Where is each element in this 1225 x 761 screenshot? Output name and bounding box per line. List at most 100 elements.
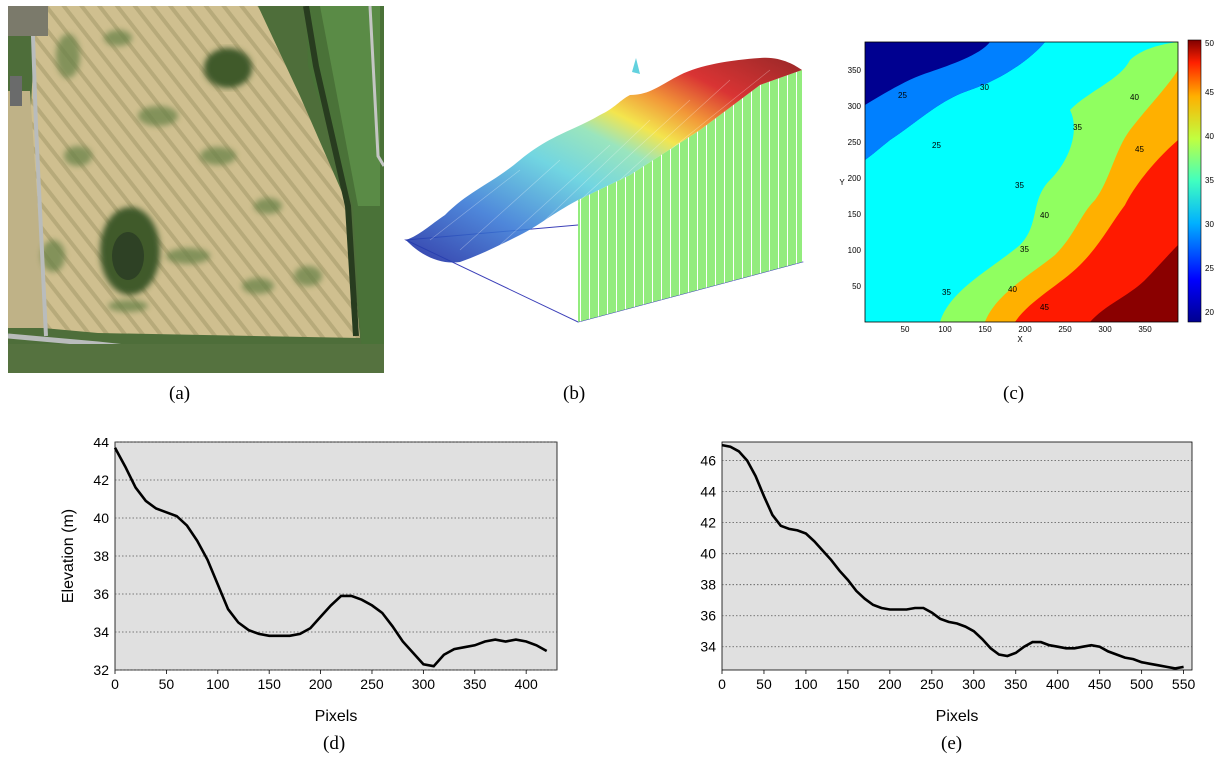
x-tick-label: 300 <box>1098 325 1112 334</box>
x-axis-label: Pixels <box>315 708 358 725</box>
contour-ylabel: Y <box>839 178 845 187</box>
x-tick-label: 150 <box>258 676 282 692</box>
aerial-photo-panel <box>7 5 386 373</box>
contour-label: 35 <box>1073 123 1082 132</box>
x-tick-label: 250 <box>1058 325 1072 334</box>
y-tick-label: 42 <box>700 515 716 531</box>
x-tick-label: 100 <box>794 676 818 692</box>
contour-label: 40 <box>1008 285 1017 294</box>
contour-band-20b <box>865 42 990 105</box>
x-tick-label: 0 <box>111 676 119 692</box>
colorbar-ticks: 20 25 30 35 40 45 50 <box>1205 39 1214 317</box>
y-axis-label: Elevation (m) <box>60 509 77 603</box>
pond <box>112 232 144 280</box>
surface-3d-plot <box>404 57 804 323</box>
y-tick-label: 100 <box>848 246 862 255</box>
x-tick-label: 100 <box>938 325 952 334</box>
contour-panel: 25 25 30 35 35 35 35 40 40 40 45 45 50 1… <box>830 30 1225 350</box>
caption-d: (d) <box>323 733 346 754</box>
x-tick-label: 200 <box>878 676 902 692</box>
caption-a: (a) <box>169 383 191 404</box>
plot-area <box>721 441 1193 671</box>
contour-label: 45 <box>1040 303 1049 312</box>
colorbar-tick: 30 <box>1205 220 1214 229</box>
caption-b: (b) <box>563 383 586 404</box>
contour-label: 35 <box>1015 181 1024 190</box>
x-ticks: 0 50 100 150 200 250 300 350 400 450 500 550 <box>718 670 1195 692</box>
y-tick-label: 50 <box>852 282 861 291</box>
y-tick-label: 44 <box>700 484 716 500</box>
colorbar <box>1187 39 1202 323</box>
colorbar-tick: 35 <box>1205 176 1214 185</box>
x-tick-label: 50 <box>756 676 772 692</box>
caption-c: (c) <box>1003 383 1025 404</box>
road-right <box>368 5 386 167</box>
colorbar-tick: 45 <box>1205 88 1214 97</box>
x-tick-label: 50 <box>901 325 910 334</box>
x-ticks: 0 50 100 150 200 250 300 350 400 <box>111 670 538 692</box>
copse-small <box>204 48 252 88</box>
series-line <box>721 443 1184 670</box>
aerial-photo <box>7 5 386 373</box>
series-line <box>113 447 548 668</box>
colorbar-tick: 40 <box>1205 132 1214 141</box>
contour-band-50 <box>1090 245 1178 322</box>
bottom-strip <box>8 344 384 373</box>
pasture-light <box>320 6 380 206</box>
surface-wall <box>578 70 802 322</box>
contour-map: 25 25 30 35 35 35 35 40 40 40 45 45 50 1… <box>839 39 1214 344</box>
contour-label: 30 <box>980 83 989 92</box>
surface-mesh-lines <box>429 69 771 251</box>
y-tick-label: 40 <box>700 546 716 562</box>
y-tick-label: 36 <box>700 608 716 624</box>
y-tick-label: 150 <box>848 210 862 219</box>
x-tick-label: 300 <box>412 676 436 692</box>
contour-xlabel: X <box>1017 335 1023 344</box>
profile-e-panel: 34 36 38 40 42 44 46 0 50 100 150 200 250 300 350 400 4… <box>680 438 1200 728</box>
contour-y-ticks: 50 100 150 200 250 300 350 <box>848 66 862 291</box>
x-tick-label: 500 <box>1130 676 1154 692</box>
x-tick-label: 300 <box>962 676 986 692</box>
surface-peak <box>632 58 640 74</box>
x-tick-label: 350 <box>1138 325 1152 334</box>
farm-buildings <box>8 6 48 36</box>
colorbar-tick: 25 <box>1205 264 1214 273</box>
y-tick-label: 350 <box>848 66 862 75</box>
x-tick-label: 400 <box>1046 676 1070 692</box>
surface-mesh <box>406 57 802 263</box>
contour-x-ticks: 50 100 150 200 250 300 350 <box>901 325 1153 334</box>
y-tick-label: 40 <box>93 510 109 526</box>
surface-3d-panel <box>400 40 810 340</box>
contour-label: 25 <box>932 141 941 150</box>
y-ticks: 32 34 36 38 40 42 44 <box>93 434 109 678</box>
x-tick-label: 50 <box>159 676 175 692</box>
contour-band-45 <box>1015 140 1178 322</box>
cropfield-left <box>8 91 46 328</box>
contour-frame <box>864 41 1179 323</box>
y-tick-label: 36 <box>93 586 109 602</box>
contour-fills <box>865 42 1178 322</box>
x-axis-label: Pixels <box>936 708 979 725</box>
contour-label: 40 <box>1040 211 1049 220</box>
farm-shed <box>10 76 22 106</box>
y-tick-label: 44 <box>93 438 109 450</box>
y-tick-label: 46 <box>700 453 716 469</box>
y-tick-label: 250 <box>848 138 862 147</box>
x-tick-label: 100 <box>206 676 230 692</box>
y-tick-label: 38 <box>700 577 716 593</box>
x-tick-label: 150 <box>978 325 992 334</box>
x-tick-label: 350 <box>1004 676 1028 692</box>
cropmarks <box>41 30 322 312</box>
x-tick-label: 400 <box>514 676 538 692</box>
gridlines <box>115 441 557 671</box>
y-tick-label: 200 <box>848 174 862 183</box>
x-tick-label: 200 <box>1018 325 1032 334</box>
colorbar-tick: 50 <box>1205 39 1214 48</box>
contour-label: 45 <box>1135 145 1144 154</box>
road-vertical <box>30 5 48 337</box>
y-tick-label: 300 <box>848 102 862 111</box>
contour-label: 40 <box>1130 93 1139 102</box>
y-tick-label: 32 <box>93 662 109 678</box>
caption-e: (e) <box>941 733 963 754</box>
x-tick-label: 450 <box>1088 676 1112 692</box>
